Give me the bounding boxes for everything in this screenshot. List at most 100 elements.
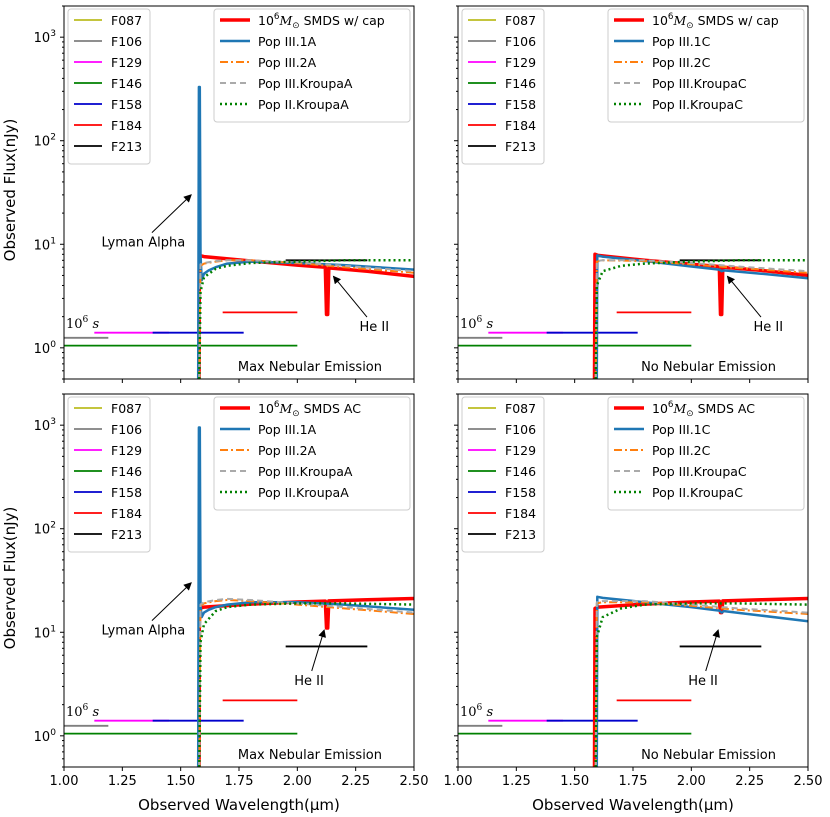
annotation-lyman-alpha: Lyman Alpha — [101, 624, 185, 639]
y-tick-label: 101 — [34, 624, 56, 641]
annotation-he-ii: He II — [754, 320, 784, 335]
time-label: 106 s — [460, 315, 493, 332]
legend-label: F146 — [111, 464, 142, 479]
legend-label: F184 — [505, 118, 536, 133]
series-legend: 106M⊙ SMDS AC Pop III.1A Pop III.2A Pop III… — [213, 396, 411, 511]
x-tick-label: 2.50 — [400, 774, 429, 789]
y-axis-title-top: Observed Flux(nJy) — [1, 119, 19, 262]
x-tick-label: 1.50 — [166, 774, 195, 789]
legend-box — [607, 8, 805, 123]
series-line-pop-iii-kroupaa — [198, 259, 414, 379]
legend-label: F087 — [505, 401, 536, 416]
legend-label: F129 — [505, 443, 536, 458]
legend-label: 106M⊙ SMDS AC — [258, 400, 361, 419]
filter-legend: F087 F106 F129 F146 F158 F184 F213 — [461, 396, 545, 553]
legend-label: F184 — [111, 506, 142, 521]
legend-label: F087 — [505, 13, 536, 28]
x-tick-label: 2.25 — [735, 774, 764, 789]
legend-label: Pop III.1A — [258, 422, 317, 437]
x-tick-label: 1.00 — [50, 774, 79, 789]
legend-label: F106 — [111, 34, 142, 49]
x-axis-title-left: Observed Wavelength(μm) — [138, 796, 340, 814]
plot-area — [458, 595, 808, 767]
y-tick-label: 103 — [34, 29, 57, 46]
series-legend: 106M⊙ SMDS w/ cap Pop III.1C Pop III.2C Pop… — [607, 8, 805, 123]
x-tick-label: 1.25 — [108, 774, 137, 789]
series-line-pop-iii-kroupac — [594, 600, 808, 767]
series-line-pop-iii-1c — [595, 254, 808, 379]
legend-label: Pop III.KroupaC — [652, 76, 747, 91]
series-line-10-6-m-smds-w-cap — [197, 253, 414, 379]
legend-label: 106M⊙ SMDS w/ cap — [258, 12, 385, 31]
legend-label: F158 — [111, 485, 142, 500]
legend-box — [213, 8, 411, 123]
panel-bottom-left: 1.00 1.25 1.50 1.75 2.00 2.25 2.50 100 101 102 103… — [34, 393, 429, 789]
x-tick-label: 1.00 — [444, 774, 473, 789]
annotation-arrow — [726, 275, 762, 318]
y-tick-label: 100 — [34, 340, 57, 357]
legend-label: Pop III.2C — [652, 55, 711, 70]
legend-label: F129 — [111, 55, 142, 70]
series-line-pop-iii-1a — [196, 85, 414, 379]
filter-legend: F087 F106 F129 F146 F158 F184 F213 — [461, 8, 545, 165]
annotation-he-ii: He II — [294, 674, 324, 689]
legend-box — [607, 396, 805, 511]
x-tick-label: 2.50 — [794, 774, 823, 789]
nebular-emission-label: No Nebular Emission — [641, 360, 776, 375]
legend-label: F129 — [111, 443, 142, 458]
legend-label: F158 — [505, 485, 536, 500]
series-line-pop-iii-1a — [196, 426, 414, 767]
time-label: 106 s — [66, 315, 99, 332]
legend-label: F087 — [111, 401, 142, 416]
panel-top-right: No Nebular Emission 106 s He II F087 F106 F12… — [454, 5, 809, 383]
x-tick-label: 1.75 — [619, 774, 648, 789]
legend-label: Pop II.KroupaA — [258, 97, 349, 112]
legend-label: F146 — [505, 464, 536, 479]
series-line-pop-ii-kroupaa — [198, 602, 414, 767]
legend-label: F184 — [111, 118, 142, 133]
plot-area — [64, 426, 414, 767]
annotation-arrow — [151, 194, 192, 233]
legend-label: Pop III.KroupaA — [258, 464, 353, 479]
y-axis-title-bottom: Observed Flux(nJy) — [1, 507, 19, 650]
x-tick-label: 1.50 — [560, 774, 589, 789]
legend-label: 106M⊙ SMDS w/ cap — [652, 12, 779, 31]
annotation-arrow — [151, 582, 192, 621]
legend-label: Pop II.KroupaC — [652, 485, 743, 500]
legend-box — [213, 396, 411, 511]
legend-label: F184 — [505, 506, 536, 521]
legend-label: F129 — [505, 55, 536, 70]
annotation-he-ii: He II — [360, 320, 390, 335]
legend-label: F106 — [505, 34, 536, 49]
legend-label: F087 — [111, 13, 142, 28]
legend-label: Pop III.1C — [652, 422, 711, 437]
annotation-arrow — [332, 275, 368, 318]
legend-label: F213 — [505, 527, 536, 542]
panel-top-left: 100 101 102 103 Max Nebular Emission 106 s Lym… — [34, 5, 415, 383]
filter-legend: F087 F106 F129 F146 F158 F184 F213 — [67, 396, 151, 553]
annotation-lyman-alpha: Lyman Alpha — [101, 236, 185, 251]
nebular-emission-label: Max Nebular Emission — [238, 748, 382, 763]
legend-label: F213 — [111, 527, 142, 542]
legend-label: Pop II.KroupaC — [652, 97, 743, 112]
legend-label: Pop III.2A — [258, 55, 317, 70]
nebular-emission-label: No Nebular Emission — [641, 748, 776, 763]
legend-label: 106M⊙ SMDS AC — [652, 400, 755, 419]
series-line-pop-iii-kroupac — [594, 259, 808, 379]
legend-label: Pop III.KroupaA — [258, 76, 353, 91]
x-tick-label: 2.25 — [341, 774, 370, 789]
legend-label: Pop II.KroupaA — [258, 485, 349, 500]
annotation-arrow — [705, 629, 720, 672]
y-tick-label: 100 — [34, 728, 57, 745]
legend-label: Pop III.1C — [652, 34, 711, 49]
time-label: 106 s — [66, 703, 99, 720]
nebular-emission-label: Max Nebular Emission — [238, 360, 382, 375]
x-tick-label: 1.75 — [225, 774, 254, 789]
legend-label: Pop III.KroupaC — [652, 464, 747, 479]
legend-label: F213 — [111, 139, 142, 154]
legend-label: F146 — [111, 76, 142, 91]
x-tick-label: 1.25 — [502, 774, 531, 789]
series-line-10-6-m-smds-ac — [197, 596, 414, 767]
y-tick-label: 103 — [34, 417, 57, 434]
